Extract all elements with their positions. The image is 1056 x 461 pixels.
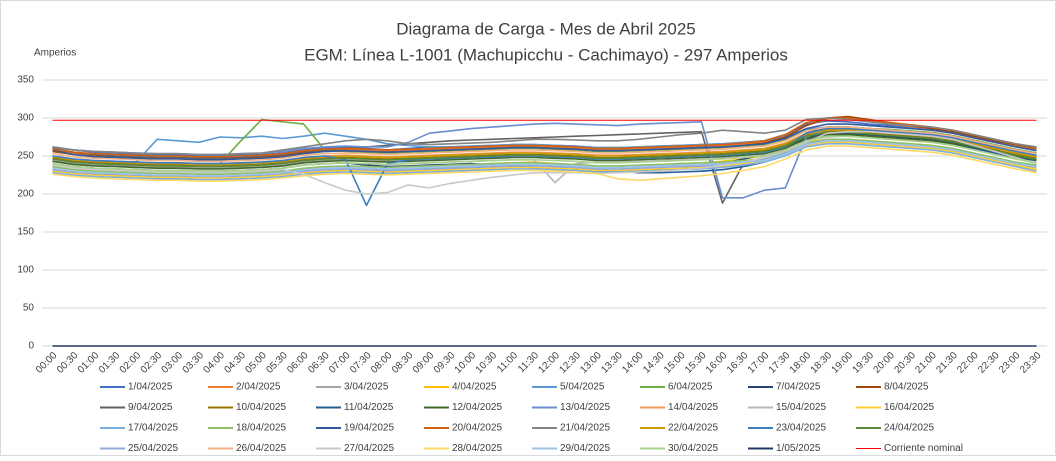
series-line [52,135,1037,172]
legend-label: 22/04/2025 [668,423,718,434]
series-line [52,131,1037,168]
y-tick-label: 50 [23,303,35,314]
legend-label: 7/04/2025 [776,382,821,393]
legend-label: 9/04/2025 [128,402,173,413]
legend-label: 14/04/2025 [668,402,718,413]
legend-label: 12/04/2025 [452,402,502,413]
legend-label: 11/04/2025 [344,402,394,413]
series-line [52,140,1037,177]
legend-label: 17/04/2025 [128,423,178,434]
y-axis-label: Amperios [34,48,76,59]
series-line [52,141,1037,179]
series-line [52,138,1037,175]
y-tick-label: 100 [17,265,34,276]
y-tick-label: 200 [17,189,34,200]
legend-label: 4/04/2025 [452,382,497,393]
y-tick-label: 250 [17,151,34,162]
legend-label: 3/04/2025 [344,382,389,393]
legend-label: 15/04/2025 [776,402,826,413]
y-tick-label: 350 [17,75,34,86]
legend-label: 2/04/2025 [236,382,281,393]
series-line [52,145,1037,182]
series-line [52,126,1037,163]
legend-label: 10/04/2025 [236,402,286,413]
y-tick-label: 0 [28,341,34,352]
legend-label: 13/04/2025 [560,402,610,413]
legend-label: 29/04/2025 [560,443,610,454]
series-line [52,123,1037,161]
y-tick-label: 150 [17,227,34,238]
legend-label: 27/04/2025 [344,443,394,454]
legend-label: 24/04/2025 [884,423,934,434]
legend-label: 21/04/2025 [560,423,610,434]
legend-label: 1/04/2025 [128,382,173,393]
legend-label: Corriente nominal [884,443,963,454]
legend-label: 20/04/2025 [452,423,502,434]
legend-label: 23/04/2025 [776,423,826,434]
legend-label: 16/04/2025 [884,402,934,413]
legend-label: 1/05/2025 [776,443,821,454]
series-line [52,117,1037,156]
series-line [52,143,1037,181]
legend-label: 25/04/2025 [128,443,178,454]
y-tick-label: 300 [17,113,34,124]
legend-label: 26/04/2025 [236,443,286,454]
legend-label: 30/04/2025 [668,443,718,454]
legend-label: 5/04/2025 [560,382,605,393]
series-line [52,130,1037,195]
chart-title: Diagrama de Carga - Mes de Abril 2025 [396,19,696,38]
legend-label: 6/04/2025 [668,382,713,393]
legend-label: 8/04/2025 [884,382,929,393]
chart-subtitle: EGM: Línea L-1001 (Machupicchu - Cachima… [304,45,788,64]
legend-label: 18/04/2025 [236,423,286,434]
legend-label: 19/04/2025 [344,423,394,434]
legend-label: 28/04/2025 [452,443,502,454]
series-line [52,133,1037,170]
